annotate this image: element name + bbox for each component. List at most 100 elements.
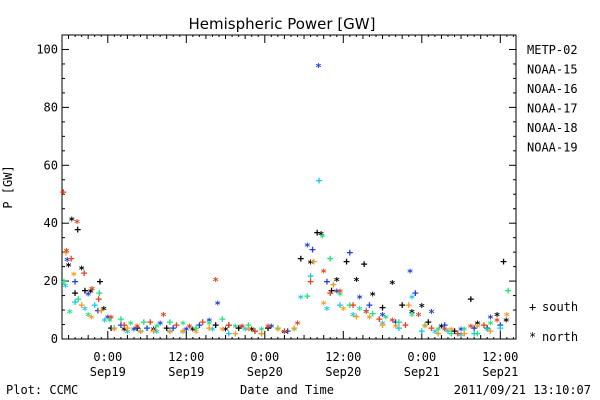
north-data-point: * (369, 290, 376, 303)
south-data-point: + (193, 321, 200, 334)
north-data-point: * (484, 324, 491, 337)
south-data-point: + (82, 284, 89, 297)
north-data-point: * (82, 304, 89, 317)
plot-credit: Plot: CCMC (6, 383, 78, 397)
north-data-point: * (78, 264, 85, 277)
north-data-point: * (307, 258, 314, 271)
north-data-point: * (101, 304, 108, 317)
north-data-point: * (389, 278, 396, 291)
x-tick-date-label: Sep21 (482, 365, 518, 379)
south-data-point: + (275, 321, 282, 334)
south-data-point: + (448, 327, 455, 340)
north-data-point: * (70, 269, 77, 282)
north-data-point: * (258, 324, 265, 337)
north-data-point: * (494, 310, 501, 323)
north-data-point: * (214, 298, 221, 311)
x-tick-time-label: 12:00 (325, 350, 361, 364)
south-data-point: + (245, 319, 252, 332)
south-data-point: + (461, 327, 468, 340)
north-data-point: * (409, 292, 416, 305)
south-data-point: + (167, 324, 174, 337)
south-data-point: + (468, 292, 475, 305)
north-data-point: * (415, 310, 422, 323)
data-points: **++*+ *+*+ * + * + * + * + * + *+ *+*+*+*+*+*+* *+ * ++… (60, 61, 512, 343)
north-data-point: * (494, 316, 501, 329)
north-data-point: * (350, 310, 357, 323)
south-data-point: + (226, 319, 233, 332)
plot-timestamp: 2011/09/21 13:10:07 (454, 383, 591, 397)
south-data-point: + (118, 319, 125, 332)
north-data-point: * (239, 321, 246, 334)
north-data-point: * (324, 304, 331, 317)
south-data-point: + (396, 316, 403, 329)
north-data-point: * (69, 214, 76, 227)
north-data-point: * (319, 232, 326, 245)
south-data-point: + (347, 246, 354, 259)
x-tick-date-label: Sep20 (325, 365, 361, 379)
north-data-point: * (89, 284, 96, 297)
north-data-point: * (333, 287, 340, 300)
north-data-point: * (441, 324, 448, 337)
south-data-point: + (63, 246, 70, 259)
south-data-point: + (226, 327, 233, 340)
plot-frame (61, 34, 517, 340)
south-data-point: + (379, 319, 386, 332)
north-data-point: * (435, 324, 442, 337)
south-data-point: + (60, 185, 67, 198)
north-data-point: * (366, 313, 373, 326)
north-data-point: * (67, 307, 74, 320)
north-data-point: * (409, 310, 416, 323)
south-data-point: + (366, 298, 373, 311)
south-data-point: + (309, 243, 316, 256)
south-data-point: + (74, 223, 81, 236)
north-data-point: * (180, 319, 187, 332)
south-data-point: + (72, 275, 79, 288)
south-data-point: + (307, 269, 314, 282)
north-data-point: * (448, 324, 455, 337)
legend-symbol-south-icon: + (529, 300, 536, 314)
y-tick-label: 80 (44, 100, 58, 114)
south-data-point: + (61, 275, 68, 288)
y-tick-label: 60 (44, 158, 58, 172)
north-data-point: * (458, 324, 465, 337)
north-data-point: * (407, 266, 414, 279)
north-data-point: * (206, 316, 213, 329)
legend-symbol-south-label: south (542, 300, 578, 314)
south-data-point: + (454, 327, 461, 340)
north-data-point: * (154, 327, 161, 340)
legend-item-noaa-15: NOAA-15 (527, 63, 578, 77)
north-data-point: * (294, 319, 301, 332)
south-data-point: + (451, 324, 458, 337)
north-data-point: * (265, 321, 272, 334)
x-tick-time-label: 12:00 (482, 350, 518, 364)
north-data-point: * (239, 321, 246, 334)
south-data-point: + (95, 292, 102, 305)
north-data-point: * (268, 321, 275, 334)
south-data-point: + (124, 321, 131, 334)
north-data-point: * (337, 287, 344, 300)
north-data-point: * (212, 275, 219, 288)
south-data-point: + (140, 316, 147, 329)
north-data-point: * (487, 313, 494, 326)
south-data-point: + (193, 321, 200, 334)
south-data-point: + (137, 324, 144, 337)
north-data-point: * (504, 310, 511, 323)
south-data-point: + (281, 324, 288, 337)
north-data-point: * (337, 290, 344, 303)
south-data-point: + (435, 327, 442, 340)
south-data-point: + (78, 298, 85, 311)
south-data-point: + (118, 313, 125, 326)
south-data-point: + (235, 321, 242, 334)
north-data-point: * (245, 324, 252, 337)
north-data-point: * (461, 324, 468, 337)
x-tick-date-label: Sep19 (90, 365, 126, 379)
north-data-point: * (190, 324, 197, 337)
north-data-point: * (242, 324, 249, 337)
x-tick-time-label: 12:00 (168, 350, 204, 364)
north-data-point: * (315, 61, 322, 74)
y-tick-label: 40 (44, 216, 58, 230)
south-data-point: + (363, 304, 370, 317)
north-data-point: * (62, 281, 69, 294)
south-data-point: + (396, 321, 403, 334)
